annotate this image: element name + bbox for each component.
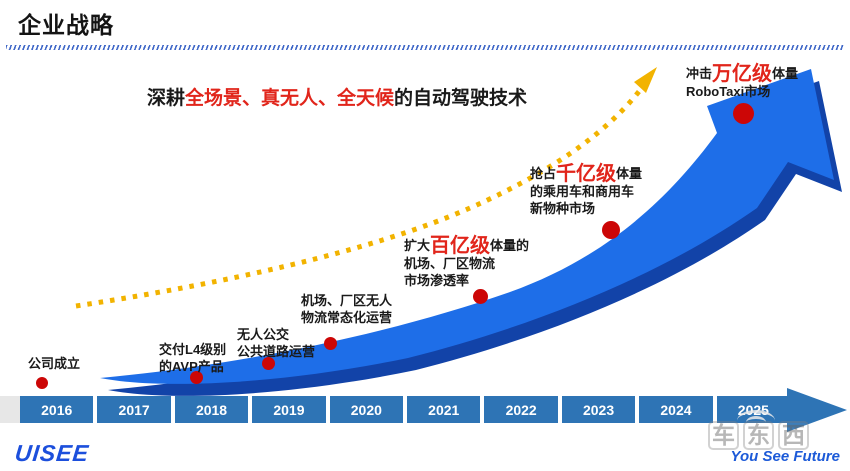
blue-arrow-body <box>100 69 834 384</box>
milestone-text: 的乘用车和商用车 <box>530 184 635 199</box>
milestone-text-emphasis: 百亿级 <box>430 235 491 257</box>
watermark: 车 东 西 <box>708 421 813 451</box>
subtitle: 深耕全场景、真无人、全天候的自动驾驶技术 <box>147 83 527 110</box>
milestone-text-pre: 冲击 <box>686 66 713 81</box>
milestone-label-2021: 扩大百亿级体量的 机场、厂区物流 市场渗透率 <box>404 236 529 290</box>
timeline-year-2020: 2020 <box>329 396 404 423</box>
milestone-text: 冲击万亿级体量 <box>686 64 798 84</box>
milestone-text: 公司成立 <box>28 356 81 371</box>
timeline: 2016 2017 2018 2019 2020 2021 2022 2023 … <box>20 396 791 423</box>
title-underline <box>6 45 844 50</box>
milestone-text: 新物种市场 <box>530 200 596 216</box>
milestone-text: RoboTaxi市场 <box>686 84 771 99</box>
milestone-label-2016: 公司成立 <box>28 356 80 373</box>
milestone-text-post: 体量的 <box>490 238 530 253</box>
milestone-text-pre: 扩大 <box>404 238 431 253</box>
milestone-text-emphasis: 万亿级 <box>712 63 773 85</box>
milestone-text-emphasis: 千亿级 <box>556 163 617 185</box>
trend-arrowhead-icon <box>634 67 657 93</box>
watermark-char: 西 <box>778 421 809 451</box>
milestone-text-post: 体量 <box>772 66 799 81</box>
milestone-dot <box>324 337 337 350</box>
milestone-label-2020: 机场、厂区无人 物流常态化运营 <box>301 293 392 327</box>
watermark-char: 东 <box>743 421 774 451</box>
milestone-dot <box>190 371 203 384</box>
dotted-trend-line <box>75 80 649 309</box>
milestone-text: 扩大百亿级体量的 <box>404 236 529 256</box>
milestone-label-2018: 交付L4级别 的AVP产品 <box>159 342 226 376</box>
milestone-text: 的AVP产品 <box>159 358 224 374</box>
milestone-text-pre: 抢占 <box>530 166 557 181</box>
subtitle-suffix: 的自动驾驶技术 <box>394 88 528 109</box>
milestone-text: 机场、厂区物流 <box>404 256 496 271</box>
milestone-text: 无人公交 <box>237 327 290 342</box>
subtitle-highlight: 全场景、真无人、全天候 <box>185 88 395 109</box>
watermark-char: 车 <box>708 421 739 451</box>
timeline-year-2021: 2021 <box>407 396 481 423</box>
milestone-text: 抢占千亿级体量 <box>530 164 642 184</box>
timeline-year-2016: 2016 <box>20 396 94 423</box>
timeline-year-2025: 2025 <box>716 396 791 423</box>
timeline-year-2018: 2018 <box>174 396 249 423</box>
page-title: 企业战略 <box>18 12 114 38</box>
timeline-arrowhead-icon <box>787 388 847 432</box>
milestone-dot <box>473 289 488 304</box>
milestone-text: 机场、厂区无人 <box>301 293 393 308</box>
timeline-year-2024: 2024 <box>639 396 713 423</box>
milestone-text: 公共道路运营 <box>237 343 316 359</box>
timeline-year-2022: 2022 <box>484 396 558 423</box>
milestone-label-2019: 无人公交 公共道路运营 <box>237 327 315 361</box>
milestone-text-post: 体量 <box>616 166 643 181</box>
milestone-text: 市场渗透率 <box>404 272 470 288</box>
milestone-label-2023: 抢占千亿级体量 的乘用车和商用车 新物种市场 <box>530 164 642 218</box>
watermark-arc-icon <box>746 416 766 429</box>
milestone-text: 交付L4级别 <box>159 342 227 357</box>
milestone-dot <box>36 377 48 389</box>
milestone-dot <box>262 357 275 370</box>
milestone-label-2025: 冲击万亿级体量 RoboTaxi市场 <box>686 64 798 101</box>
watermark-arc-icon <box>737 410 775 431</box>
timeline-year-2019: 2019 <box>252 396 326 423</box>
milestone-dot <box>733 103 754 124</box>
milestone-text: 物流常态化运营 <box>301 309 393 325</box>
milestone-dot <box>602 221 620 239</box>
timeline-year-2023: 2023 <box>561 396 636 423</box>
slogan-text: You See Future <box>730 448 840 465</box>
timeline-year-2017: 2017 <box>97 396 171 423</box>
uisee-logo: UISEE <box>13 440 91 466</box>
subtitle-prefix: 深耕 <box>147 88 186 109</box>
